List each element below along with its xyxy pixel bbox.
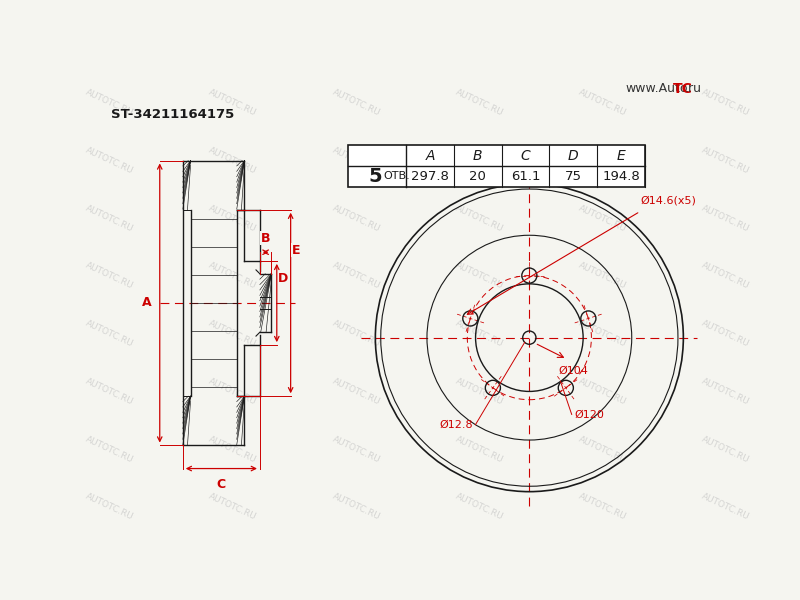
Text: AUTOTC.RU: AUTOTC.RU bbox=[700, 88, 751, 118]
Text: TC: TC bbox=[674, 82, 694, 96]
Text: D: D bbox=[278, 272, 289, 284]
Text: AUTOTC.RU: AUTOTC.RU bbox=[577, 377, 628, 407]
Text: AUTOTC.RU: AUTOTC.RU bbox=[454, 434, 505, 464]
Text: AUTOTC.RU: AUTOTC.RU bbox=[577, 203, 628, 233]
Text: AUTOTC.RU: AUTOTC.RU bbox=[330, 377, 382, 407]
Text: C: C bbox=[521, 149, 530, 163]
Text: AUTOTC.RU: AUTOTC.RU bbox=[207, 146, 258, 176]
Text: AUTOTC.RU: AUTOTC.RU bbox=[330, 203, 382, 233]
Text: AUTOTC.RU: AUTOTC.RU bbox=[84, 203, 135, 233]
Text: ОТВ.: ОТВ. bbox=[383, 172, 410, 181]
Text: AUTOTC.RU: AUTOTC.RU bbox=[330, 261, 382, 291]
Text: AUTOTC.RU: AUTOTC.RU bbox=[330, 492, 382, 522]
Text: www.Auto: www.Auto bbox=[626, 82, 688, 95]
Text: Ø14.6(x5): Ø14.6(x5) bbox=[640, 195, 696, 205]
Bar bbox=[349, 145, 645, 187]
Text: AUTOTC.RU: AUTOTC.RU bbox=[454, 492, 505, 522]
Text: AUTOTC.RU: AUTOTC.RU bbox=[207, 203, 258, 233]
Text: AUTOTC.RU: AUTOTC.RU bbox=[207, 492, 258, 522]
Text: AUTOTC.RU: AUTOTC.RU bbox=[577, 261, 628, 291]
Text: AUTOTC.RU: AUTOTC.RU bbox=[84, 261, 135, 291]
Text: C: C bbox=[217, 478, 226, 491]
Text: 75: 75 bbox=[565, 170, 582, 183]
Text: AUTOTC.RU: AUTOTC.RU bbox=[207, 377, 258, 407]
Text: A: A bbox=[426, 149, 434, 163]
Text: AUTOTC.RU: AUTOTC.RU bbox=[84, 88, 135, 118]
Text: AUTOTC.RU: AUTOTC.RU bbox=[207, 261, 258, 291]
Text: AUTOTC.RU: AUTOTC.RU bbox=[577, 319, 628, 349]
Text: B: B bbox=[261, 232, 270, 245]
Text: AUTOTC.RU: AUTOTC.RU bbox=[454, 261, 505, 291]
Text: AUTOTC.RU: AUTOTC.RU bbox=[84, 146, 135, 176]
Text: Ø120: Ø120 bbox=[574, 409, 604, 419]
Text: AUTOTC.RU: AUTOTC.RU bbox=[207, 319, 258, 349]
Text: E: E bbox=[292, 244, 301, 257]
Text: AUTOTC.RU: AUTOTC.RU bbox=[700, 203, 751, 233]
Text: 5: 5 bbox=[369, 167, 382, 186]
Text: D: D bbox=[568, 149, 578, 163]
Text: AUTOTC.RU: AUTOTC.RU bbox=[84, 319, 135, 349]
Text: AUTOTC.RU: AUTOTC.RU bbox=[84, 492, 135, 522]
Text: AUTOTC.RU: AUTOTC.RU bbox=[577, 146, 628, 176]
Text: AUTOTC.RU: AUTOTC.RU bbox=[700, 319, 751, 349]
Text: AUTOTC.RU: AUTOTC.RU bbox=[454, 146, 505, 176]
Text: 20: 20 bbox=[470, 170, 486, 183]
Text: AUTOTC.RU: AUTOTC.RU bbox=[700, 261, 751, 291]
Text: .ru: .ru bbox=[685, 82, 702, 95]
Text: AUTOTC.RU: AUTOTC.RU bbox=[207, 434, 258, 464]
Text: Ø104: Ø104 bbox=[559, 365, 589, 376]
Text: AUTOTC.RU: AUTOTC.RU bbox=[454, 88, 505, 118]
Text: AUTOTC.RU: AUTOTC.RU bbox=[577, 88, 628, 118]
Text: AUTOTC.RU: AUTOTC.RU bbox=[700, 377, 751, 407]
Text: AUTOTC.RU: AUTOTC.RU bbox=[84, 377, 135, 407]
Text: AUTOTC.RU: AUTOTC.RU bbox=[454, 319, 505, 349]
Text: 297.8: 297.8 bbox=[411, 170, 449, 183]
Text: AUTOTC.RU: AUTOTC.RU bbox=[700, 434, 751, 464]
Text: AUTOTC.RU: AUTOTC.RU bbox=[454, 203, 505, 233]
Text: 61.1: 61.1 bbox=[510, 170, 540, 183]
Text: AUTOTC.RU: AUTOTC.RU bbox=[577, 492, 628, 522]
Text: AUTOTC.RU: AUTOTC.RU bbox=[577, 434, 628, 464]
Text: AUTOTC.RU: AUTOTC.RU bbox=[330, 88, 382, 118]
Text: A: A bbox=[142, 296, 152, 310]
Text: AUTOTC.RU: AUTOTC.RU bbox=[700, 146, 751, 176]
Text: E: E bbox=[617, 149, 626, 163]
Text: Ø12.8: Ø12.8 bbox=[439, 419, 473, 430]
Text: 194.8: 194.8 bbox=[602, 170, 640, 183]
Text: AUTOTC.RU: AUTOTC.RU bbox=[454, 377, 505, 407]
Text: B: B bbox=[473, 149, 482, 163]
Text: AUTOTC.RU: AUTOTC.RU bbox=[84, 434, 135, 464]
Text: AUTOTC.RU: AUTOTC.RU bbox=[700, 492, 751, 522]
Text: AUTOTC.RU: AUTOTC.RU bbox=[330, 434, 382, 464]
Text: AUTOTC.RU: AUTOTC.RU bbox=[330, 319, 382, 349]
Text: AUTOTC.RU: AUTOTC.RU bbox=[330, 146, 382, 176]
Text: ST-34211164175: ST-34211164175 bbox=[111, 108, 234, 121]
Text: AUTOTC.RU: AUTOTC.RU bbox=[207, 88, 258, 118]
